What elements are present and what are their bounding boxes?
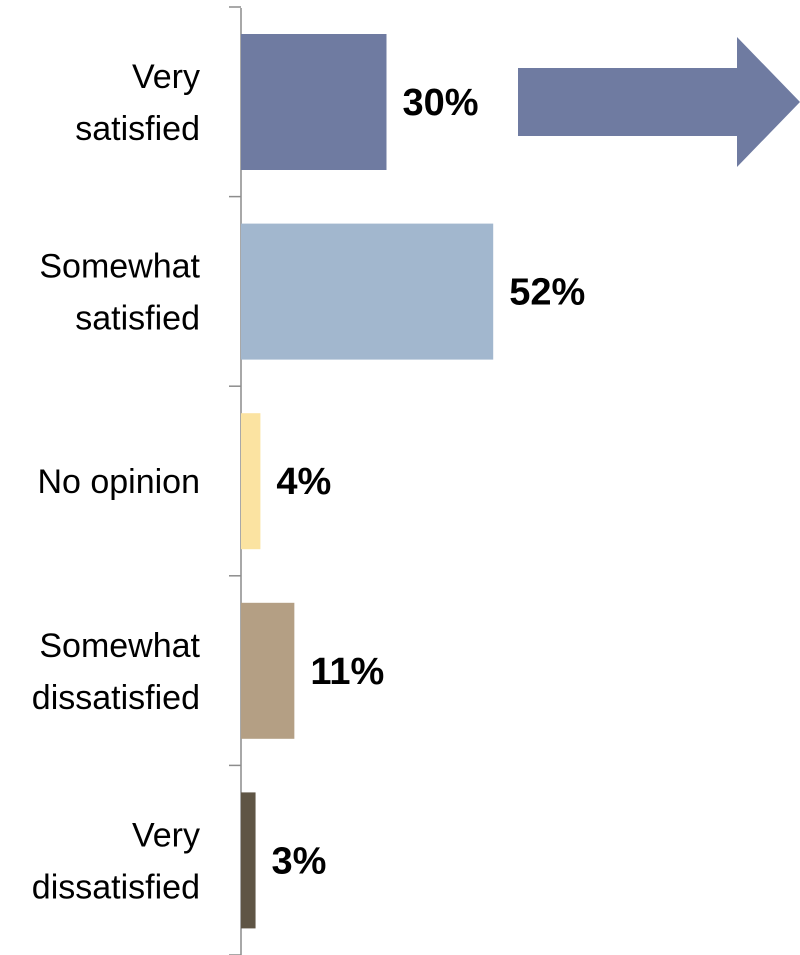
category-label: No opinion (37, 463, 200, 501)
data-label: 11% (310, 651, 384, 693)
category-labels: Very satisfied Somewhat satisfied No opinion… (32, 58, 201, 906)
bar (241, 602, 295, 739)
category-label-line: No opinion (37, 463, 200, 501)
category-label: Very satisfied (75, 58, 200, 148)
category-label-line: dissatisfied (32, 679, 200, 717)
annotation (518, 37, 800, 167)
data-label: 3% (272, 840, 327, 882)
data-label: 4% (276, 461, 331, 503)
category-label-line: Very (132, 58, 200, 96)
category-label-line: Somewhat (39, 627, 200, 665)
category-label-line: Very (132, 816, 200, 854)
category-label-line: satisfied (75, 110, 200, 148)
bar (241, 223, 494, 360)
category-label-line: satisfied (75, 300, 200, 338)
category-label-line: Somewhat (39, 248, 200, 286)
bar (241, 34, 387, 170)
data-label: 52% (509, 272, 585, 314)
category-label: Somewhat dissatisfied (32, 627, 201, 717)
category-label-line: dissatisfied (32, 868, 200, 906)
category-label: Somewhat satisfied (39, 248, 200, 338)
y-axis (229, 6, 242, 955)
category-label: Very dissatisfied (32, 816, 200, 906)
bar (241, 413, 261, 550)
bars (241, 34, 494, 929)
value-labels: 30% 52% 4% 11% 3% (272, 82, 586, 882)
right-arrow-icon (518, 37, 800, 167)
data-label: 30% (403, 82, 479, 124)
bar (241, 792, 256, 929)
